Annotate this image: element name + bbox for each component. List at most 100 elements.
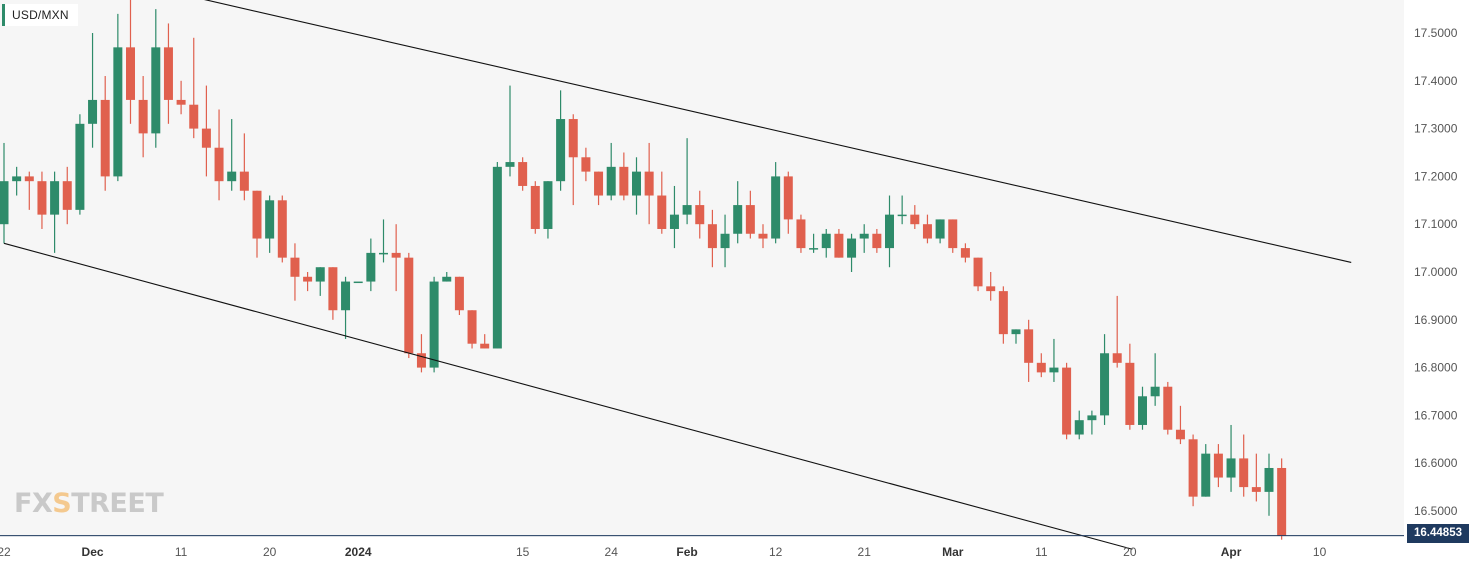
candle-body <box>1138 396 1147 425</box>
candle-body <box>1226 458 1236 478</box>
candle-body <box>467 310 477 344</box>
candle-body <box>214 147 224 182</box>
x-tick-label: Dec <box>82 545 104 559</box>
x-tick-label: Feb <box>676 545 697 559</box>
candle-body <box>897 214 907 217</box>
candle-body <box>922 224 932 239</box>
candle-body <box>379 252 388 255</box>
candle-body <box>1036 362 1046 373</box>
y-tick-label: 16.6000 <box>1414 456 1458 470</box>
candle-body <box>265 200 275 239</box>
candle-body <box>290 257 300 277</box>
channel-line-upper <box>203 0 1352 263</box>
candle-body <box>62 181 72 210</box>
candle-body <box>12 176 22 182</box>
candle-body <box>594 171 604 196</box>
candle-body <box>568 119 578 158</box>
candle-body <box>556 119 566 182</box>
candle-body <box>1087 415 1097 421</box>
candle-body <box>100 99 110 177</box>
candle-body <box>632 171 641 196</box>
candle-body <box>1163 386 1173 430</box>
candle-body <box>960 248 970 258</box>
axes-layer: 17.5000 17.4000 17.3000 17.2000 17.1000 17.00… <box>0 26 1458 559</box>
candle-body <box>492 166 502 349</box>
candle-body <box>75 123 85 210</box>
y-tick-label: 17.3000 <box>1414 122 1458 136</box>
candle-body <box>1239 458 1249 488</box>
x-tick-label: Apr <box>1221 545 1242 559</box>
x-tick-label: 22 <box>0 545 11 559</box>
candle-body <box>189 104 199 129</box>
x-tick-label: 15 <box>516 545 530 559</box>
candle-body <box>328 267 338 311</box>
x-tick-label: 11 <box>175 545 188 559</box>
candle-body <box>1062 367 1072 435</box>
candle-body <box>1264 467 1274 492</box>
y-tick-label: 16.5000 <box>1414 504 1458 518</box>
candle-body <box>720 233 730 249</box>
candle-body <box>606 166 616 196</box>
candle-body <box>1150 386 1160 397</box>
x-tick-label: 10 <box>1313 545 1327 559</box>
candle-body <box>315 267 325 282</box>
candle-body <box>138 99 148 134</box>
y-tick-label: 17.0000 <box>1414 265 1458 279</box>
candle-body <box>948 219 958 249</box>
candle-body <box>404 257 414 354</box>
candle-body <box>151 47 161 134</box>
candle-body <box>113 47 123 177</box>
candle-body <box>682 205 692 215</box>
candle-body <box>733 205 743 234</box>
candle-body <box>1201 453 1211 497</box>
candle-body <box>530 185 540 229</box>
candle-body <box>480 343 490 349</box>
candle-body <box>771 176 781 239</box>
candle-body <box>1024 329 1034 363</box>
candle-body <box>1188 439 1198 497</box>
candle-body <box>37 181 47 215</box>
candle-body <box>998 291 1008 335</box>
candle-body <box>834 233 844 258</box>
candle-body <box>429 281 439 368</box>
candle-body <box>973 257 983 287</box>
candle-body <box>1251 487 1261 492</box>
candle-body <box>707 224 717 249</box>
candle-body <box>1074 420 1084 435</box>
candles-layer <box>0 0 1287 540</box>
candle-body <box>227 171 237 182</box>
candle-body <box>758 233 768 239</box>
channel-line-lower <box>3 242 1133 550</box>
candle-body <box>669 214 679 229</box>
y-tick-label: 17.2000 <box>1414 169 1458 183</box>
candle-body <box>1112 353 1122 363</box>
candle-body <box>872 233 882 249</box>
candle-body <box>126 47 135 100</box>
x-tick-label: 12 <box>769 545 783 559</box>
candle-body <box>454 276 464 311</box>
candle-body <box>277 200 287 258</box>
candle-body <box>986 286 996 292</box>
candle-body <box>1049 367 1059 373</box>
candle-body <box>695 205 705 225</box>
candle-body <box>442 276 452 282</box>
candle-body <box>50 181 60 215</box>
candle-body <box>885 214 894 249</box>
candle-body <box>341 281 351 311</box>
candle-body <box>1213 453 1223 478</box>
candle-body <box>1125 362 1135 425</box>
y-tick-label: 16.7000 <box>1414 408 1458 422</box>
x-tick-label: 2024 <box>345 545 372 559</box>
candle-body <box>518 162 528 186</box>
candle-body <box>581 157 591 172</box>
candle-body <box>1100 353 1110 416</box>
x-tick-label: 20 <box>263 545 277 559</box>
y-tick-label: 16.9000 <box>1414 313 1458 327</box>
candle-body <box>366 252 376 282</box>
candle-body <box>0 181 9 225</box>
candle-body <box>391 252 401 258</box>
candle-body <box>303 276 313 282</box>
candle-body <box>847 238 857 258</box>
candle-body <box>24 176 34 182</box>
candle-body <box>783 176 793 220</box>
